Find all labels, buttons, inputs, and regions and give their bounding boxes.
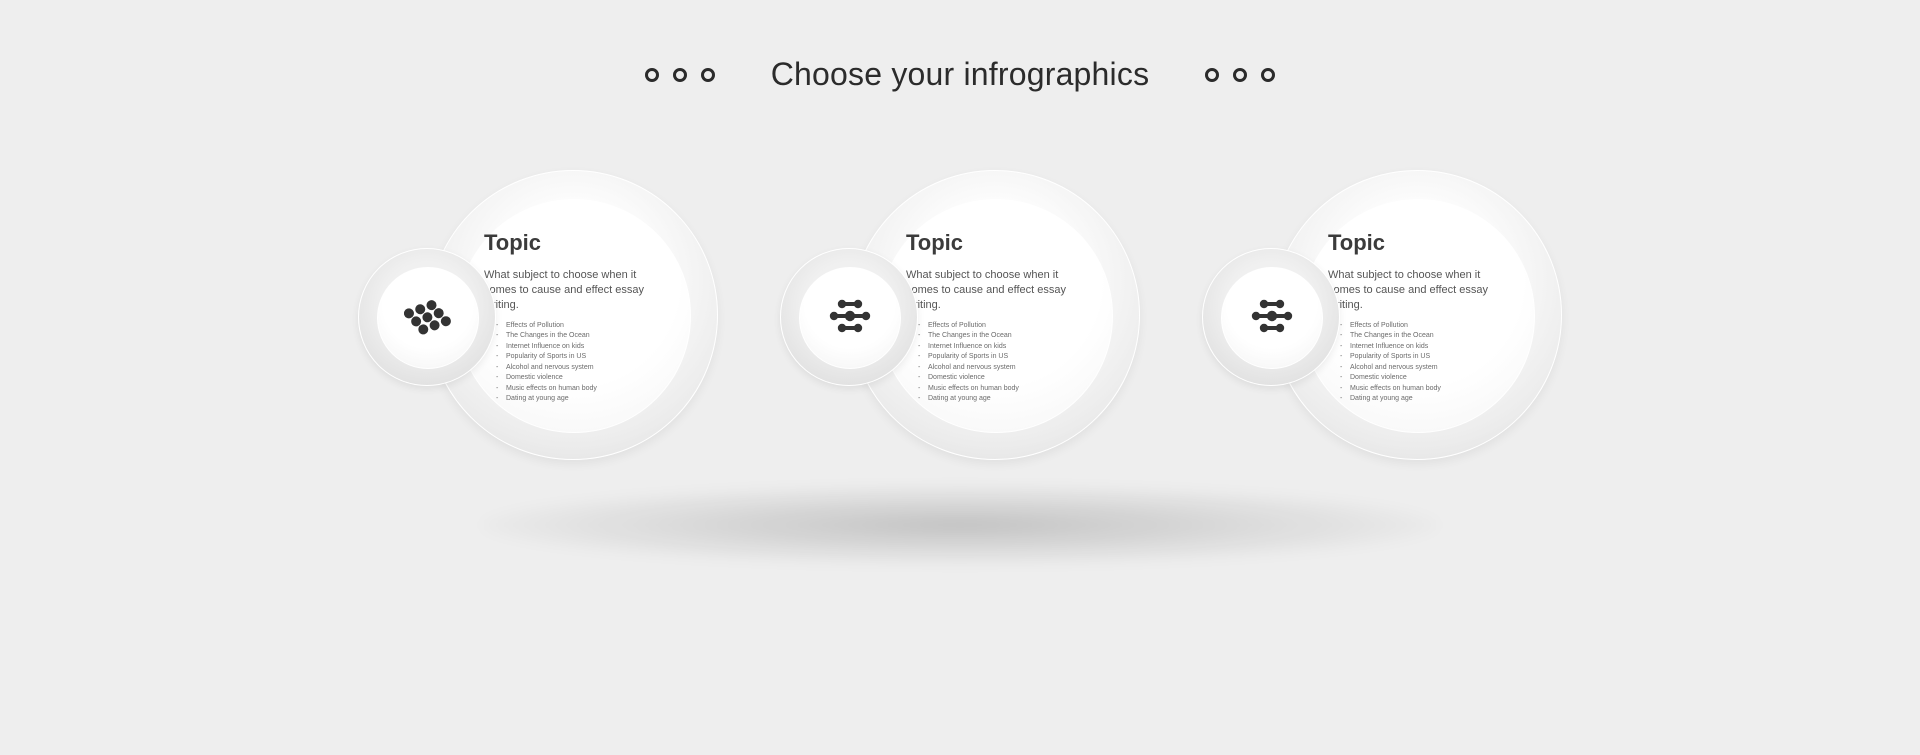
card-bullet: Internet Influence on kids bbox=[928, 342, 1086, 353]
card-bullet: Alcohol and nervous system bbox=[928, 363, 1086, 374]
card-bullet: The Changes in the Ocean bbox=[928, 331, 1086, 342]
infographic-card: Topic What subject to choose when it com… bbox=[1202, 160, 1562, 480]
card-icon-inner bbox=[377, 267, 479, 369]
card-bullet: Effects of Pollution bbox=[506, 321, 664, 332]
card-bullet: Dating at young age bbox=[506, 394, 664, 405]
card-bullet: Internet Influence on kids bbox=[1350, 342, 1508, 353]
dot-icon bbox=[645, 68, 659, 82]
card-icon-disc bbox=[358, 248, 496, 386]
infographic-card: Topic What subject to choose when it com… bbox=[780, 160, 1140, 480]
card-subtitle: What subject to choose when it comes to … bbox=[484, 268, 664, 313]
card-bullet: The Changes in the Ocean bbox=[506, 331, 664, 342]
card-bullet: Effects of Pollution bbox=[928, 321, 1086, 332]
card-bullet: Popularity of Sports in US bbox=[928, 352, 1086, 363]
card-title: Topic bbox=[484, 230, 664, 256]
card-bullet: Popularity of Sports in US bbox=[1350, 352, 1508, 363]
card-bullet: Popularity of Sports in US bbox=[506, 352, 664, 363]
header-dots-right bbox=[1205, 68, 1275, 82]
card-subtitle: What subject to choose when it comes to … bbox=[906, 268, 1086, 313]
card-bullet: Domestic violence bbox=[928, 373, 1086, 384]
page-title: Choose your infrographics bbox=[771, 56, 1150, 93]
floor-shadow bbox=[480, 485, 1440, 565]
card-bullet: Music effects on human body bbox=[928, 384, 1086, 395]
card-title: Topic bbox=[906, 230, 1086, 256]
card-title: Topic bbox=[1328, 230, 1508, 256]
dot-icon bbox=[1233, 68, 1247, 82]
card-bullet: Domestic violence bbox=[506, 373, 664, 384]
card-bullet: Internet Influence on kids bbox=[506, 342, 664, 353]
card-icon-inner bbox=[799, 267, 901, 369]
dot-icon bbox=[701, 68, 715, 82]
card-bullet-list: Effects of Pollution The Changes in the … bbox=[484, 321, 664, 405]
card-icon-disc bbox=[1202, 248, 1340, 386]
card-icon-disc bbox=[780, 248, 918, 386]
card-bullet: Music effects on human body bbox=[506, 384, 664, 395]
card-bullet: Dating at young age bbox=[928, 394, 1086, 405]
cards-row: Topic What subject to choose when it com… bbox=[0, 160, 1920, 480]
card-bullet-list: Effects of Pollution The Changes in the … bbox=[906, 321, 1086, 405]
dot-icon bbox=[673, 68, 687, 82]
infographic-card: Topic What subject to choose when it com… bbox=[358, 160, 718, 480]
dot-icon bbox=[1205, 68, 1219, 82]
nodes-icon bbox=[1248, 296, 1296, 341]
card-bullet: Alcohol and nervous system bbox=[506, 363, 664, 374]
header: Choose your infrographics bbox=[0, 56, 1920, 93]
dot-icon bbox=[1261, 68, 1275, 82]
waves-icon bbox=[404, 296, 452, 341]
header-dots-left bbox=[645, 68, 715, 82]
card-subtitle: What subject to choose when it comes to … bbox=[1328, 268, 1508, 313]
card-bullet: Effects of Pollution bbox=[1350, 321, 1508, 332]
card-bullet: Dating at young age bbox=[1350, 394, 1508, 405]
card-bullet: Music effects on human body bbox=[1350, 384, 1508, 395]
card-icon-inner bbox=[1221, 267, 1323, 369]
nodes-icon bbox=[826, 296, 874, 341]
card-bullet: The Changes in the Ocean bbox=[1350, 331, 1508, 342]
card-bullet-list: Effects of Pollution The Changes in the … bbox=[1328, 321, 1508, 405]
card-bullet: Domestic violence bbox=[1350, 373, 1508, 384]
card-bullet: Alcohol and nervous system bbox=[1350, 363, 1508, 374]
